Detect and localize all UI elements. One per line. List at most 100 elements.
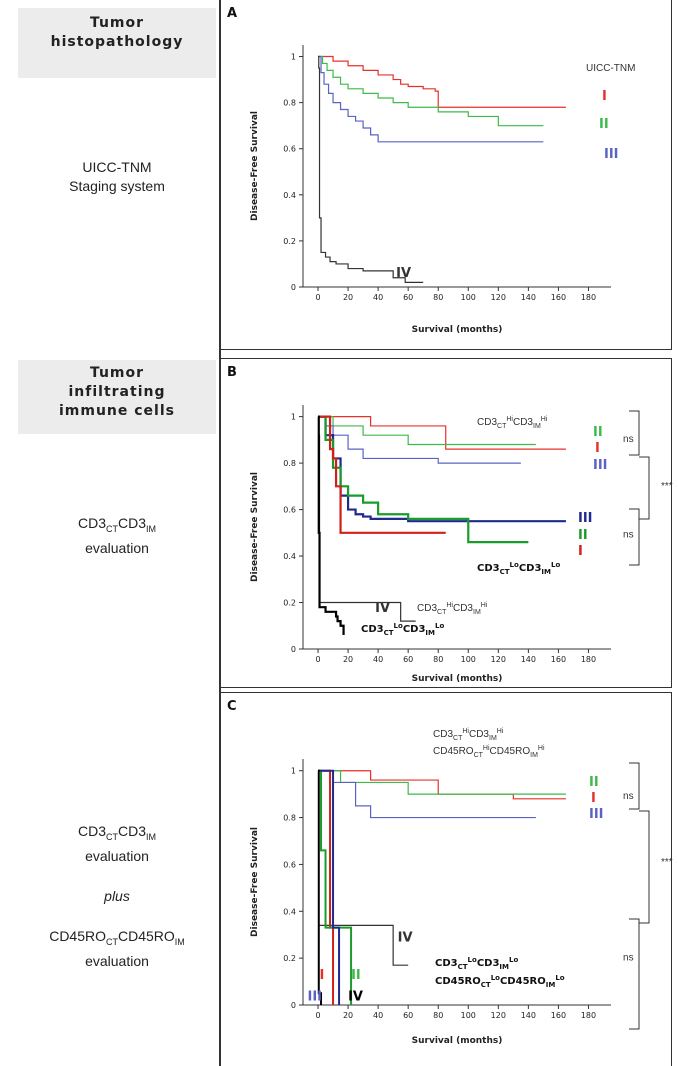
y-axis-label: Disease-Free Survival [250, 827, 260, 937]
stage-label-iii: III [589, 807, 604, 822]
y-tick-label: 0.4 [283, 191, 296, 200]
label-part: Lo [435, 622, 444, 630]
series-line [318, 55, 544, 143]
significance-mark: *** [661, 481, 673, 492]
header-line: infiltrating [68, 384, 166, 400]
label-part: CD3 [77, 515, 106, 531]
label-part: Hi [506, 416, 513, 423]
label-part: CT [500, 568, 510, 576]
label-line: CD3CTCD3IM [18, 822, 216, 847]
y-tick-label: 0.4 [283, 552, 296, 561]
label-part: CD3 [469, 729, 489, 740]
annotation-label: IV [398, 931, 413, 946]
label-part: CD3 [433, 729, 453, 740]
label-part: IM [473, 609, 481, 616]
y-axis-label: Disease-Free Survival [250, 111, 260, 221]
series-line [318, 770, 566, 800]
header-tumor-histopathology: Tumor histopathology [18, 8, 216, 78]
stage-label-ii: II [593, 425, 603, 440]
panel-b: B 0 20 40 60 80 100 120 140 160 180 0 0.2 0.4 0.6 0.8 1… [220, 358, 673, 688]
annotation-label: ns [623, 791, 634, 802]
x-axis-label: Survival (months) [412, 674, 503, 684]
label-line: evaluation [85, 539, 149, 556]
label-part: Lo [394, 622, 403, 630]
label-part: CT [481, 981, 491, 989]
label-line: UICC-TNM [82, 159, 152, 175]
x-tick-label: 180 [581, 1011, 596, 1020]
label-sub: IM [146, 831, 157, 842]
header-line: histopathology [50, 34, 184, 50]
series-line [318, 55, 544, 127]
label-part: IM [530, 752, 538, 759]
bracket-lo-pair [629, 508, 640, 566]
label-sub: CT [106, 523, 118, 534]
label-part: Hi [462, 728, 469, 735]
x-tick-label: 0 [315, 293, 320, 302]
panel-c: C 0 20 40 60 80 100 120 140 160 180 0 0.2 0.4 0.6 0.8 1… [220, 692, 673, 1066]
hi-stage-iv-label: CD3CTHiCD3IMHi [417, 602, 488, 616]
annotation-label: IV [375, 601, 390, 616]
y-tick-label: 0.6 [283, 860, 296, 869]
stage-label-i: I [591, 791, 596, 806]
series-line [318, 415, 446, 534]
y-tick-label: 0.6 [283, 506, 296, 515]
label-part: CT [474, 752, 484, 759]
label-part: CD45RO [433, 746, 474, 757]
label-part: CD3 [435, 958, 458, 969]
label-cd3-evaluation: CD3CTCD3IM evaluation [18, 514, 216, 558]
stage-label-iv: IV [396, 266, 411, 281]
stage-label-iii: III [604, 147, 619, 162]
stage-label-iii: III [593, 458, 608, 473]
label-line: evaluation [85, 952, 149, 969]
series-line [318, 416, 566, 450]
bracket-hi-pair [629, 762, 640, 810]
label-plus: plus [104, 887, 130, 904]
label-part: CD45RO [118, 927, 175, 944]
y-tick-label: 1 [291, 413, 296, 422]
x-tick-label: 80 [433, 655, 443, 664]
x-axis-label: Survival (months) [412, 325, 503, 335]
x-axis-label: Survival (months) [412, 1036, 503, 1046]
label-part: CD3 [513, 417, 533, 428]
x-tick-label: 160 [551, 655, 566, 664]
annotation-label: I [320, 968, 325, 983]
annotation-label: II [351, 968, 361, 983]
significance-mark: *** [661, 857, 673, 868]
y-tick-label: 0.4 [283, 907, 296, 916]
x-tick-label: 120 [491, 655, 506, 664]
label-part: CD3 [477, 417, 497, 428]
chart-b: 0 20 40 60 80 100 120 140 160 180 0 0.2 0.4 0.6 0.8 1 Su… [250, 405, 673, 684]
label-part: CD3 [77, 823, 106, 839]
y-tick-label: 0.2 [283, 954, 296, 963]
lo-group-label-line2: CD45ROCTLoCD45ROIMLo [435, 974, 565, 989]
label-part: CT [458, 963, 468, 971]
label-part: CD3 [403, 624, 426, 635]
header-line: Tumor [89, 15, 145, 31]
label-part: CT [384, 629, 394, 637]
label-part: IM [425, 629, 435, 637]
label-part: CD45RO [490, 746, 531, 757]
bracket-stage [639, 810, 650, 924]
x-tick-label: 100 [461, 293, 476, 302]
legend-title: UICC-TNM [586, 63, 635, 74]
label-part: Lo [551, 561, 560, 569]
label-part: Hi [446, 602, 453, 609]
x-tick-label: 20 [343, 1011, 353, 1020]
lo-group-label: CD3CTLoCD3IMLo [477, 561, 560, 576]
label-line: CD45ROCTCD45ROIM [18, 927, 216, 952]
y-axis-label: Disease-Free Survival [250, 472, 260, 582]
label-part: IM [546, 981, 556, 989]
label-part: CT [437, 609, 447, 616]
x-tick-label: 140 [521, 655, 536, 664]
stage-label-i: I [578, 544, 583, 559]
x-tick-label: 160 [551, 293, 566, 302]
hi-group-label-line1: CD3CTHiCD3IMHi [433, 728, 504, 742]
stage-label-i: I [595, 441, 600, 456]
label-part: CT [453, 735, 463, 742]
series-line [317, 769, 323, 1005]
stage-label-iii: III [578, 511, 593, 526]
y-tick-label: 0 [291, 645, 296, 654]
y-tick-label: 0.6 [283, 145, 296, 154]
x-tick-label: 20 [343, 293, 353, 302]
y-tick-label: 0.8 [283, 814, 296, 823]
